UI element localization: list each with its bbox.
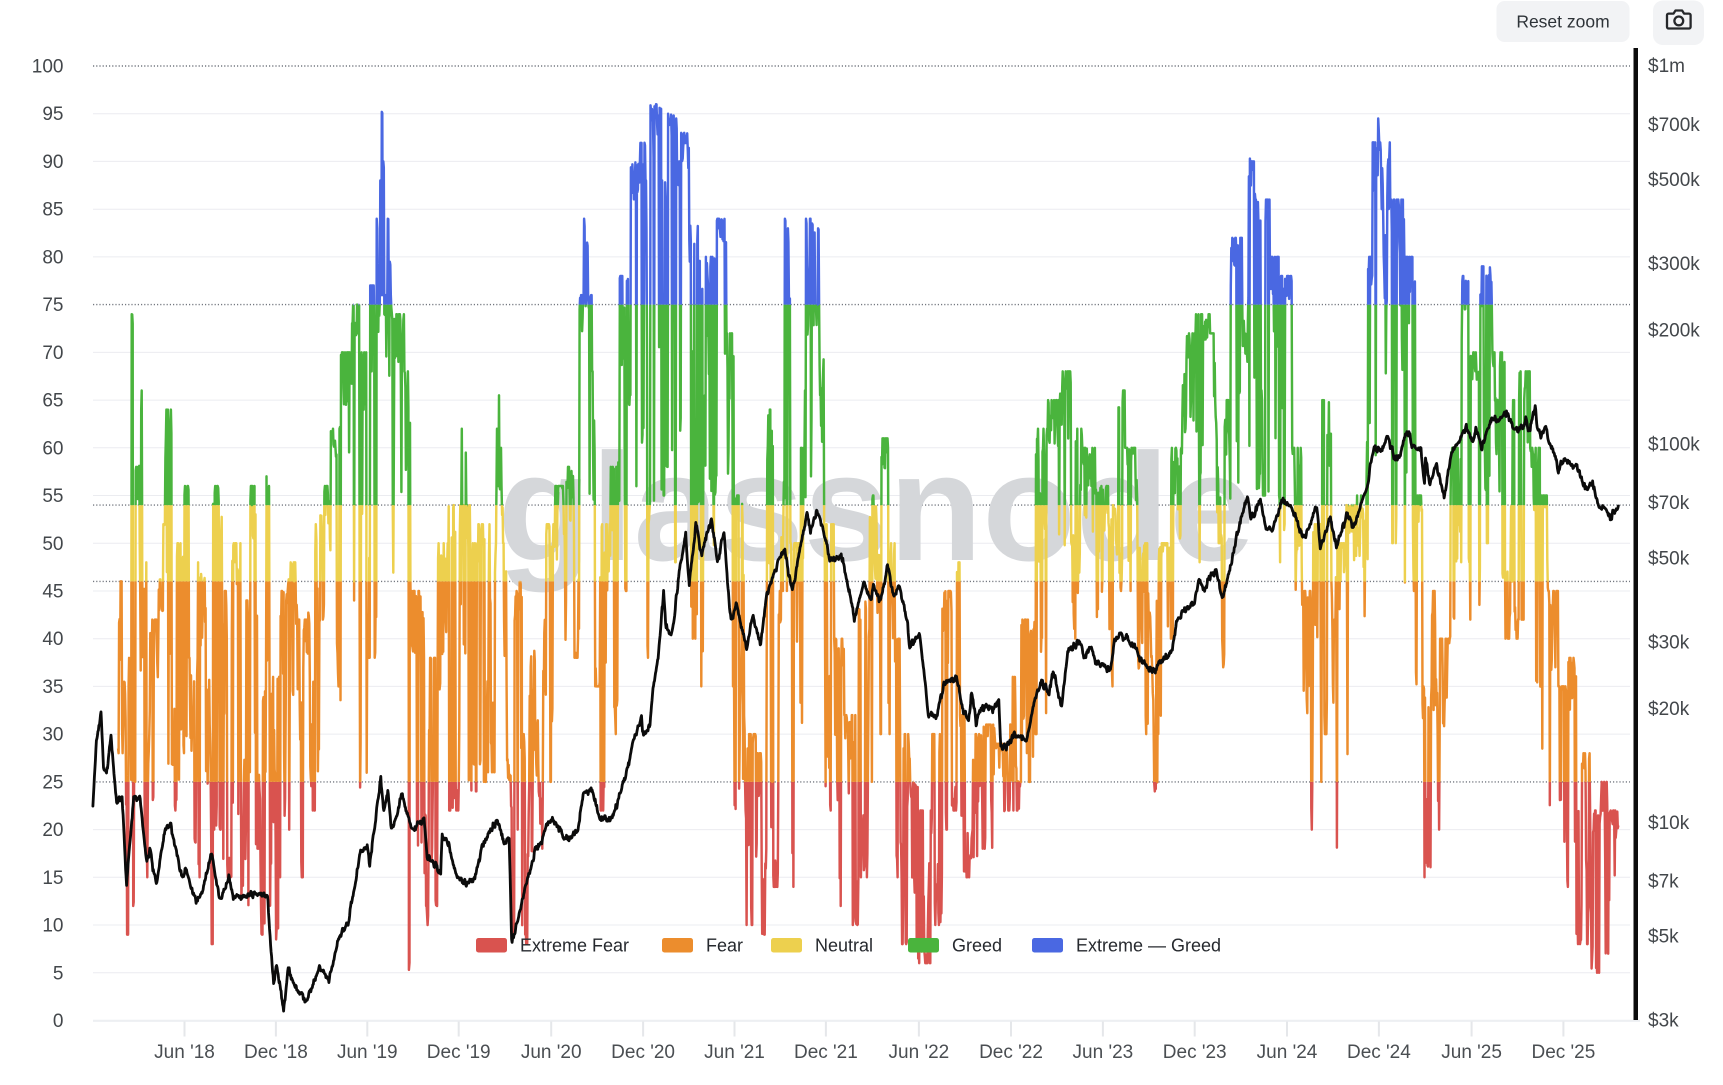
- svg-text:55: 55: [42, 486, 63, 507]
- svg-text:70: 70: [42, 343, 63, 364]
- svg-text:$30k: $30k: [1648, 632, 1690, 653]
- svg-text:Dec '20: Dec '20: [611, 1042, 675, 1063]
- svg-text:Extreme Fear: Extreme Fear: [520, 936, 629, 956]
- svg-text:45: 45: [42, 582, 63, 603]
- svg-text:Extreme — Greed: Extreme — Greed: [1076, 936, 1221, 956]
- svg-text:50: 50: [42, 534, 63, 555]
- svg-text:Neutral: Neutral: [815, 936, 873, 956]
- svg-text:Dec '24: Dec '24: [1347, 1042, 1411, 1063]
- svg-text:15: 15: [42, 868, 63, 889]
- svg-text:20: 20: [42, 820, 63, 841]
- svg-text:Dec '21: Dec '21: [794, 1042, 858, 1063]
- svg-text:10: 10: [42, 916, 63, 937]
- svg-text:$200k: $200k: [1648, 321, 1700, 342]
- svg-text:$10k: $10k: [1648, 813, 1690, 834]
- svg-text:$3k: $3k: [1648, 1011, 1679, 1032]
- svg-text:80: 80: [42, 247, 63, 268]
- svg-text:$1m: $1m: [1648, 56, 1685, 77]
- svg-text:Dec '25: Dec '25: [1531, 1042, 1595, 1063]
- svg-text:Fear: Fear: [706, 936, 743, 956]
- svg-text:$50k: $50k: [1648, 548, 1690, 569]
- svg-text:Jun '22: Jun '22: [889, 1042, 950, 1063]
- svg-text:Jun '19: Jun '19: [337, 1042, 398, 1063]
- svg-text:Dec '23: Dec '23: [1163, 1042, 1227, 1063]
- svg-text:$300k: $300k: [1648, 254, 1700, 275]
- svg-text:$70k: $70k: [1648, 493, 1690, 514]
- svg-text:Jun '25: Jun '25: [1441, 1042, 1502, 1063]
- svg-text:Dec '19: Dec '19: [427, 1042, 491, 1063]
- svg-text:Jun '23: Jun '23: [1073, 1042, 1134, 1063]
- svg-text:Jun '20: Jun '20: [521, 1042, 582, 1063]
- svg-text:$500k: $500k: [1648, 170, 1700, 191]
- svg-text:25: 25: [42, 772, 63, 793]
- svg-text:5: 5: [53, 963, 64, 984]
- svg-text:85: 85: [42, 200, 63, 221]
- svg-text:30: 30: [42, 725, 63, 746]
- svg-text:Jun '24: Jun '24: [1257, 1042, 1318, 1063]
- svg-text:$100k: $100k: [1648, 435, 1700, 456]
- svg-text:95: 95: [42, 104, 63, 125]
- svg-text:65: 65: [42, 391, 63, 412]
- svg-text:75: 75: [42, 295, 63, 316]
- svg-text:35: 35: [42, 677, 63, 698]
- svg-text:Jun '18: Jun '18: [154, 1042, 215, 1063]
- svg-text:$700k: $700k: [1648, 115, 1700, 136]
- svg-text:90: 90: [42, 152, 63, 173]
- svg-text:$20k: $20k: [1648, 699, 1690, 720]
- svg-text:40: 40: [42, 629, 63, 650]
- svg-text:$5k: $5k: [1648, 927, 1679, 948]
- svg-text:100: 100: [32, 57, 64, 78]
- svg-text:Greed: Greed: [952, 936, 1002, 956]
- svg-text:Jun '21: Jun '21: [704, 1042, 765, 1063]
- svg-text:60: 60: [42, 438, 63, 459]
- svg-text:$7k: $7k: [1648, 871, 1679, 892]
- svg-text:0: 0: [53, 1011, 64, 1032]
- svg-text:Reset zoom: Reset zoom: [1516, 12, 1609, 32]
- svg-text:Dec '18: Dec '18: [244, 1042, 308, 1063]
- svg-text:Dec '22: Dec '22: [979, 1042, 1043, 1063]
